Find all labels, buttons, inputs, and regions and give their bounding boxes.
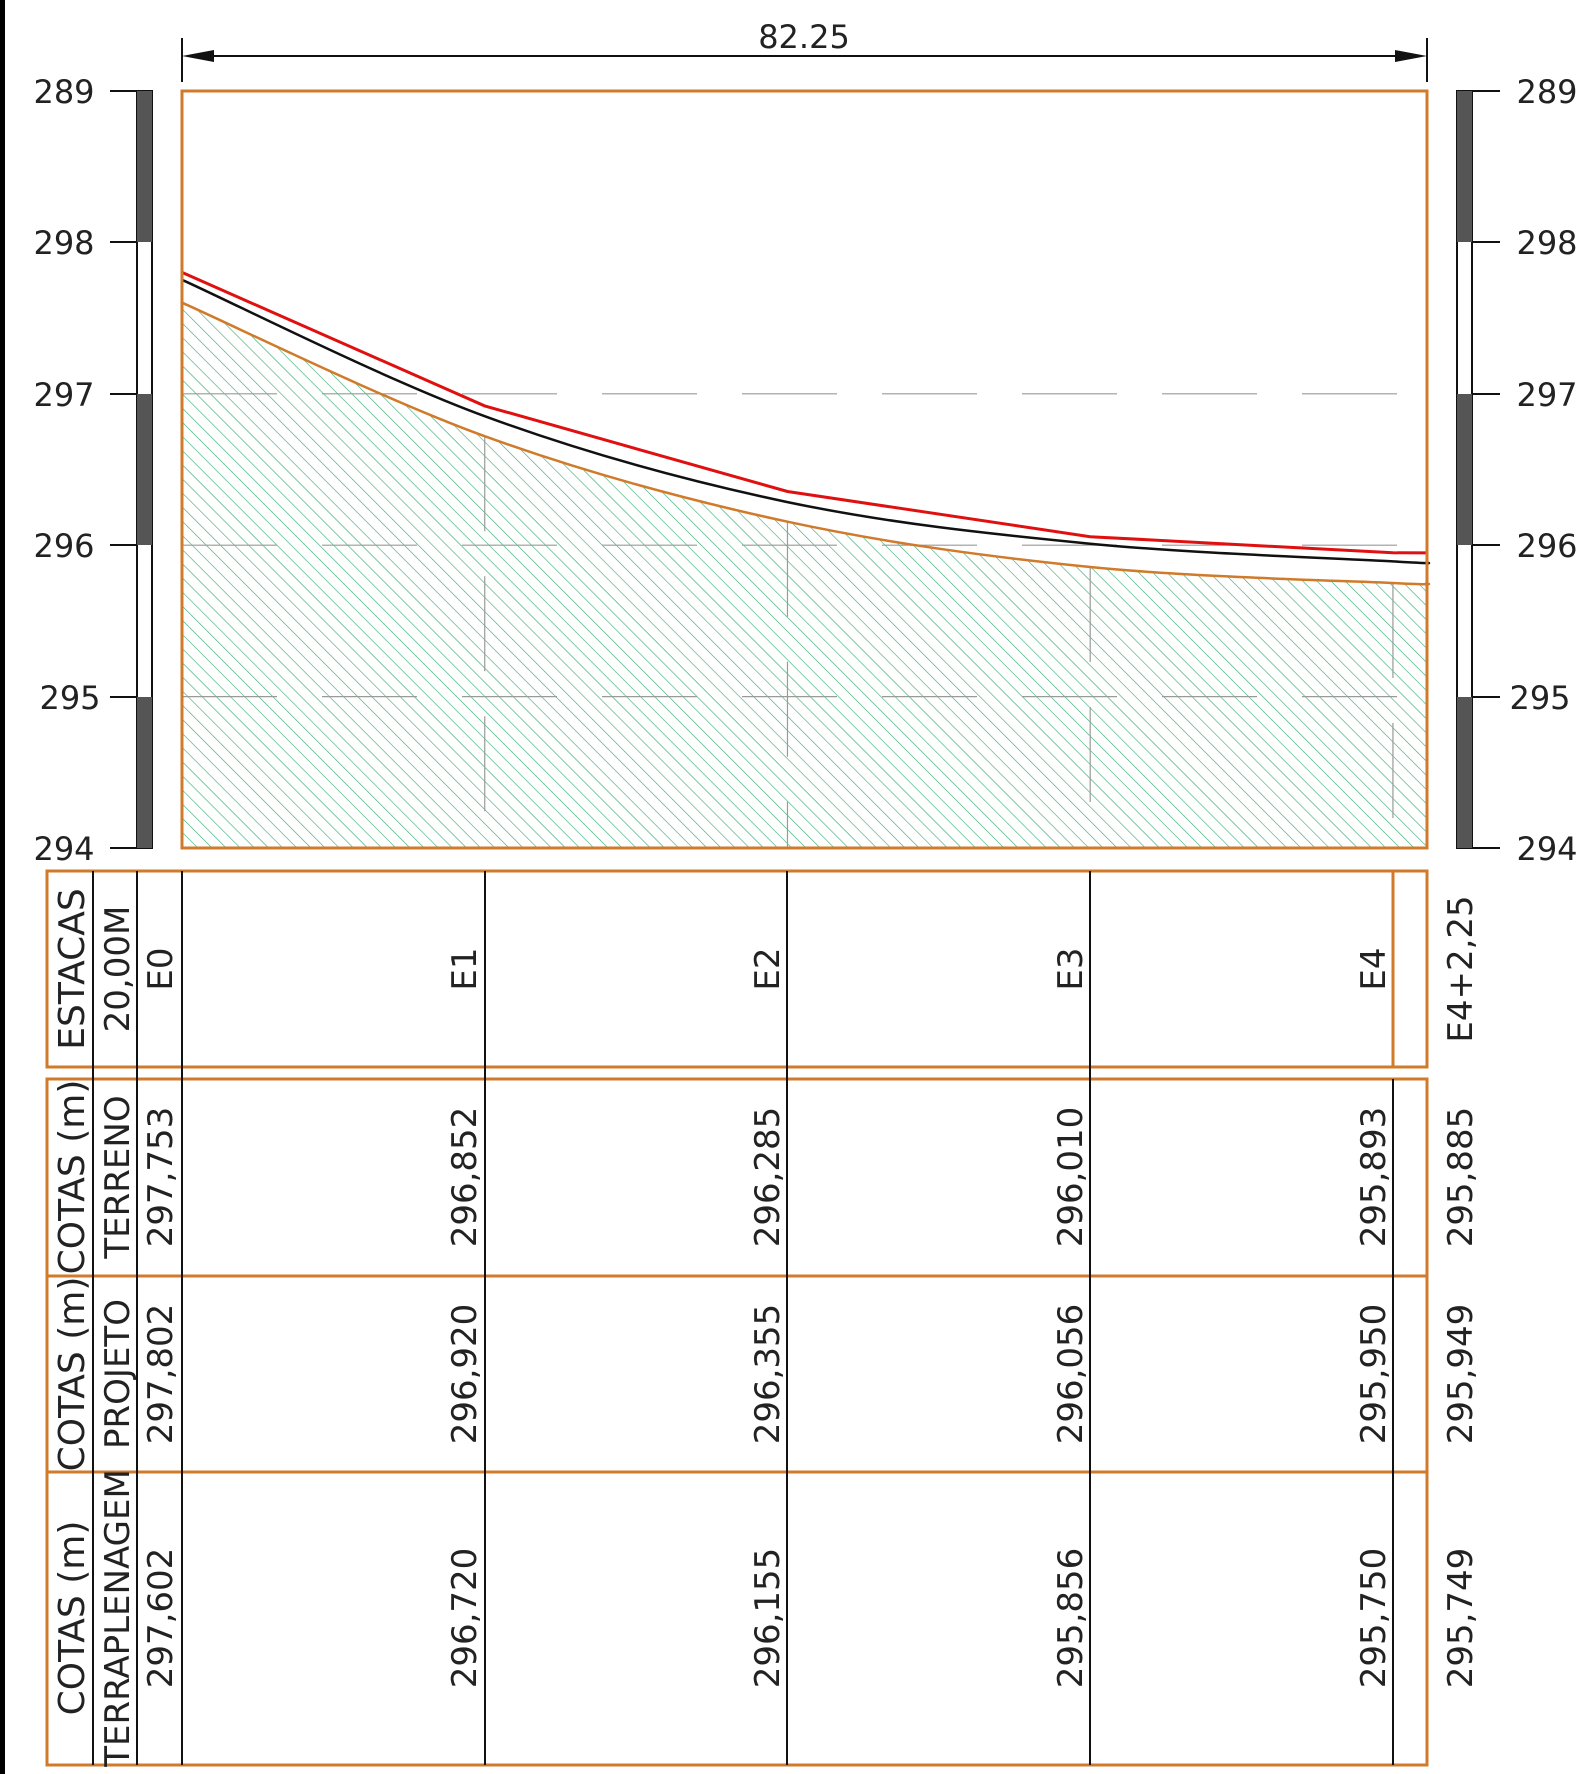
estacas-row-frame — [45, 869, 1429, 1069]
projeto-subtitle: PROJETO — [98, 1299, 138, 1449]
left-edge-bar — [0, 0, 5, 1774]
terraplenagem-title: COTAS (m) — [52, 1521, 93, 1716]
terraplenagem-value: 295,749 — [1441, 1548, 1481, 1689]
terraplenagem-value: 297,602 — [141, 1548, 181, 1689]
station-label: E4 — [1354, 947, 1394, 990]
left-tick-label: 294 — [33, 830, 94, 868]
terraplenagem-subtitle: TERRAPLENAGEM — [98, 1469, 138, 1768]
left-tick-label: 297 — [33, 376, 94, 414]
terraplenagem-value: 295,856 — [1051, 1548, 1091, 1689]
dimension-label: 82.25 — [758, 18, 850, 56]
terreno-value: 296,852 — [445, 1107, 485, 1248]
terreno-value: 296,285 — [748, 1107, 788, 1248]
right-tick-label: 297 — [1516, 376, 1577, 414]
plot-frame — [180, 89, 1429, 850]
grid-lines — [182, 393, 1427, 848]
station-label: E4+2,25 — [1441, 895, 1481, 1042]
estacas-subtitle: 20,00M — [98, 906, 138, 1033]
station-label: E3 — [1051, 947, 1091, 990]
terreno-title: COTAS (m) — [52, 1080, 93, 1275]
terreno-value: 296,010 — [1051, 1107, 1091, 1248]
right-elevation-axis: 289 298 297 296 295 294 — [1472, 73, 1578, 868]
right-tick-label: 296 — [1516, 527, 1577, 565]
projeto-value: 295,949 — [1441, 1304, 1481, 1445]
left-tick-label: 296 — [33, 527, 94, 565]
terreno-value: 297,753 — [141, 1107, 181, 1248]
projeto-title: COTAS (m) — [52, 1277, 93, 1472]
right-tick-label: 295 — [1509, 679, 1570, 717]
left-tick-label: 295 — [39, 679, 100, 717]
station-label: E0 — [141, 947, 181, 990]
terreno-value: 295,885 — [1441, 1107, 1481, 1248]
projeto-line — [181, 271, 1428, 555]
projeto-value: 296,920 — [445, 1304, 485, 1445]
projeto-value: 296,355 — [748, 1304, 788, 1445]
projeto-value: 297,802 — [141, 1304, 181, 1445]
station-label: E2 — [748, 947, 788, 990]
left-elevation-axis: 289 298 297 296 295 294 — [33, 73, 137, 868]
terraplenagem-line — [181, 301, 1431, 586]
terraplenagem-value: 296,155 — [748, 1548, 788, 1689]
right-tick-label: 294 — [1516, 830, 1577, 868]
left-scale-bar — [136, 90, 153, 849]
left-tick-label: 298 — [33, 224, 94, 262]
left-tick-label: 289 — [33, 73, 94, 111]
terreno-line — [181, 278, 1431, 565]
terraplenagem-value: 295,750 — [1354, 1548, 1394, 1689]
cotas-rows-frame — [45, 1077, 1429, 1767]
projeto-value: 295,950 — [1354, 1304, 1394, 1445]
fill-hatch-area — [182, 302, 1429, 848]
terraplenagem-value: 296,720 — [445, 1548, 485, 1689]
station-label: E1 — [445, 947, 485, 990]
data-table: ESTACAS 20,00M COTAS (m) TERRENO COTAS (… — [45, 869, 1481, 1768]
right-tick-label: 289 — [1516, 73, 1577, 111]
terreno-subtitle: TERRENO — [98, 1095, 138, 1259]
right-tick-label: 298 — [1516, 224, 1577, 262]
right-scale-bar — [1456, 90, 1473, 849]
estacas-title: ESTACAS — [52, 888, 93, 1049]
terreno-value: 295,893 — [1354, 1107, 1394, 1248]
projeto-value: 296,056 — [1051, 1304, 1091, 1445]
dimension-line: 82.25 — [181, 18, 1428, 82]
